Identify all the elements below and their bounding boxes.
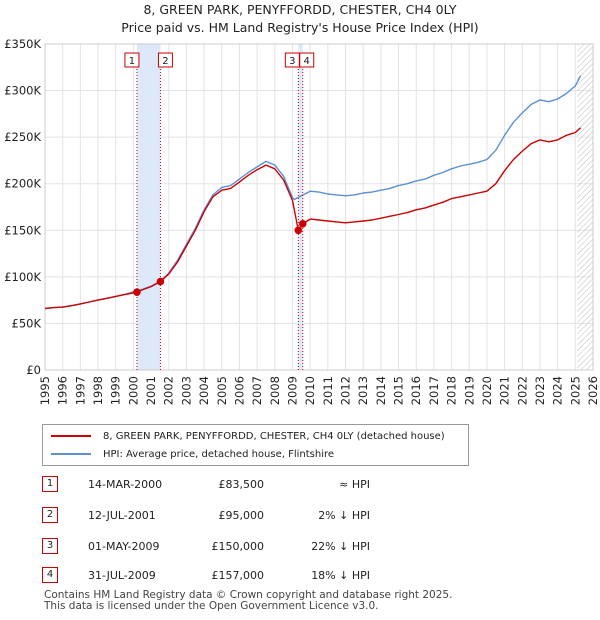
x-tick-label: 2026 [586,376,600,405]
x-tick-label: 2000 [126,376,140,405]
x-tick-label: 2009 [285,376,299,405]
y-tick-label: £0 [26,363,41,377]
legend-label-property: 8, GREEN PARK, PENYFFORDD, CHESTER, CH4 … [103,430,445,442]
footer-license: This data is licensed under the Open Gov… [44,600,379,612]
plot-area [45,44,593,370]
x-tick-label: 2008 [268,376,282,405]
transaction-date: 12-JUL-2001 [88,509,156,522]
table-row: 1 14-MAR-2000 £83,500 ≈ HPI [42,476,600,494]
footer: Contains HM Land Registry data © Crown c… [44,590,452,612]
legend-label-hpi: HPI: Average price, detached house, Flin… [103,448,335,460]
x-tick-label: 1996 [56,376,70,405]
x-tick-label: 2003 [179,376,193,405]
transaction-number: 4 [42,567,58,583]
transaction-number: 3 [42,538,58,554]
transaction-point [133,288,141,297]
legend-swatch-hpi [51,453,91,455]
x-tick-label: 2014 [374,376,388,405]
x-tick-label: 2016 [409,376,423,405]
x-tick-label: 2023 [533,376,547,405]
legend: 8, GREEN PARK, PENYFFORDD, CHESTER, CH4 … [42,424,469,466]
transaction-price: £157,000 [211,569,265,582]
price-chart: £0 £50K £100K £150K £200K £250K £300K £350K 1995… [4,37,600,405]
transaction-marker-label: 1 [129,56,135,67]
legend-item-property: 8, GREEN PARK, PENYFFORDD, CHESTER, CH4 … [51,428,445,444]
x-tick-label: 2007 [250,376,264,405]
x-tick-label: 2002 [162,376,176,405]
legend-swatch-property [51,435,91,437]
transaction-number: 1 [42,476,58,492]
transaction-date: 14-MAR-2000 [88,478,163,491]
y-tick-label: £100K [4,270,41,284]
y-tick-label: £200K [4,177,41,191]
legend-item-hpi: HPI: Average price, detached house, Flin… [51,446,334,462]
transaction-hpi: 18% ↓ HPI [311,569,370,582]
grid [44,43,594,371]
x-tick-label: 2015 [392,376,406,405]
x-tick-label: 2021 [498,376,512,405]
transaction-hpi: 22% ↓ HPI [311,540,370,553]
x-tick-label: 2001 [144,376,158,405]
transaction-hpi: 2% ↓ HPI [318,509,370,522]
axes: £0 £50K £100K £150K £200K £250K £300K £350K 1995… [4,37,600,405]
transaction-marker-label: 3 [289,56,295,67]
footer-copyright: Contains HM Land Registry data © Crown c… [44,589,453,601]
y-tick-label: £150K [4,223,41,237]
transaction-price: £83,500 [218,478,265,491]
x-tick-label: 1998 [91,376,105,405]
x-tick-label: 2022 [515,376,529,405]
transaction-point [294,226,303,235]
highlight-band [298,44,303,370]
table-row: 3 01-MAY-2009 £150,000 22% ↓ HPI [42,538,600,556]
chart-subtitle: Price paid vs. HM Land Registry's House … [121,20,479,35]
x-tick-label: 2018 [445,376,459,405]
transaction-price: £150,000 [211,540,265,553]
transaction-number: 2 [42,507,58,523]
table-row: 2 12-JUL-2001 £95,000 2% ↓ HPI [42,507,600,525]
x-tick-label: 1999 [109,376,123,405]
x-tick-label: 2006 [232,376,246,405]
plot-border [44,43,594,371]
y-tick-label: £300K [4,84,41,98]
transaction-marker-box [299,52,315,68]
x-tick-label: 2019 [462,376,476,405]
transaction-date: 01-MAY-2009 [88,540,160,553]
transaction-marker-label: 2 [162,56,168,67]
transaction-date: 31-JUL-2009 [88,569,156,582]
future-hatch [577,44,593,370]
x-tick-label: 2004 [197,376,211,405]
x-tick-label: 2012 [339,376,353,405]
transaction-marker-box [124,52,140,68]
x-tick-label: 1995 [38,376,52,405]
x-tick-label: 2005 [215,376,229,405]
x-tick-label: 1997 [73,376,87,405]
transaction-price: £95,000 [218,509,265,522]
chart-title: 8, GREEN PARK, PENYFFORDD, CHESTER, CH4 … [143,2,457,17]
x-tick-label: 2025 [568,376,582,405]
x-tick-label: 2013 [356,376,370,405]
table-row: 4 31-JUL-2009 £157,000 18% ↓ HPI [42,567,600,585]
transaction-hpi: ≈ HPI [339,478,370,491]
transaction-point [298,219,307,228]
x-tick-label: 2010 [303,376,317,405]
transaction-marker-box [157,52,173,68]
transaction-marker-label: 4 [304,56,310,67]
highlight-band [136,44,161,370]
x-tick-label: 2024 [551,376,565,405]
x-tick-label: 2017 [427,376,441,405]
y-tick-label: £50K [12,316,42,330]
x-tick-label: 2020 [480,376,494,405]
x-tick-label: 2011 [321,376,335,405]
y-tick-label: £250K [4,130,41,144]
y-tick-label: £350K [4,37,41,51]
transaction-point [156,277,165,286]
